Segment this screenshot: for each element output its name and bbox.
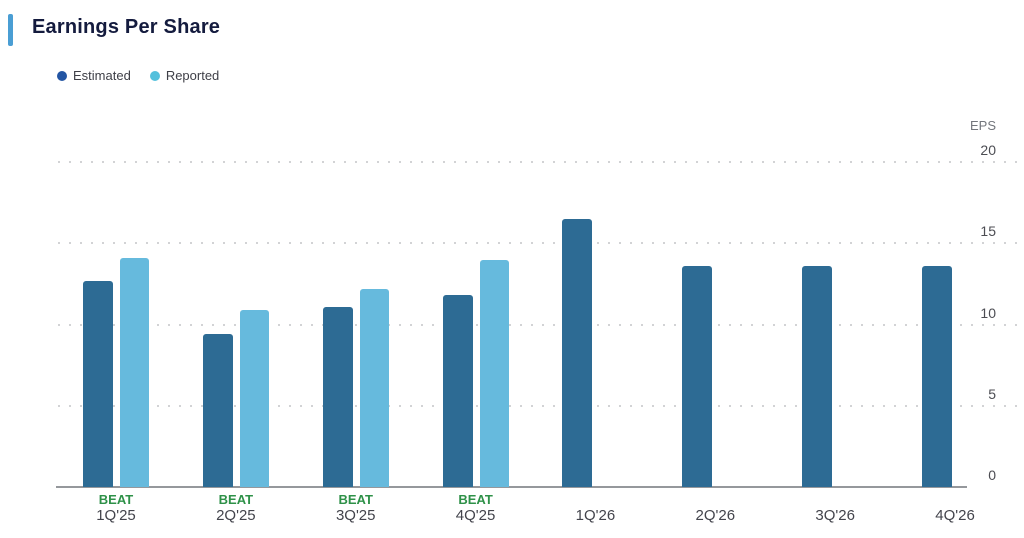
bar-estimated-2q26[interactable] (682, 266, 713, 487)
ytick-label-20: 20 (980, 142, 996, 158)
bar-estimated-3q25[interactable] (322, 306, 353, 487)
xtick-label-2q25: 2Q'25 (216, 507, 256, 524)
ytick-label-0: 0 (988, 467, 996, 483)
ytick-label-15: 15 (980, 223, 996, 240)
x-axis-line (56, 486, 967, 488)
bar-estimated-1q26[interactable] (562, 218, 593, 487)
legend-label-estimated: Estimated (73, 68, 131, 83)
gridline-5 (58, 404, 1018, 407)
title-accent-bar (8, 14, 13, 46)
xtick-label-3q26: 3Q'26 (815, 507, 855, 524)
legend-label-reported: Reported (165, 68, 220, 83)
bar-estimated-4q25[interactable] (442, 295, 473, 487)
xtick-label-1q25: 1Q'25 (96, 507, 136, 524)
beat-badge-1q25: BEAT (98, 492, 134, 507)
xtick-label-4q25: 4Q'25 (455, 507, 496, 524)
bar-estimated-2q25[interactable] (202, 334, 233, 487)
legend-item-reported[interactable]: Reported (149, 68, 220, 83)
estimated-dot-icon (57, 70, 67, 81)
beat-badge-3q25: BEAT (338, 492, 373, 507)
xtick-label-1q26: 1Q'26 (575, 507, 616, 524)
chart-title: Earnings Per Share (32, 16, 221, 38)
bar-estimated-4q26[interactable] (922, 266, 953, 487)
xtick-label-2q26: 2Q'26 (695, 507, 736, 524)
xtick-label-4q26: 4Q'26 (935, 507, 975, 524)
bar-reported-3q25[interactable] (359, 288, 389, 487)
bar-reported-2q25[interactable] (239, 309, 269, 487)
ytick-label-5: 5 (988, 385, 996, 402)
y-axis-title: EPS (969, 118, 996, 133)
beat-badge-4q25: BEAT (458, 492, 493, 507)
ytick-label-10: 10 (980, 304, 996, 321)
legend-item-estimated[interactable]: Estimated (57, 68, 131, 83)
gridline-20 (58, 161, 1018, 163)
bar-estimated-1q25[interactable] (83, 280, 113, 487)
bar-reported-4q25[interactable] (479, 259, 509, 487)
bar-reported-1q25[interactable] (120, 257, 149, 487)
gridline-10 (58, 323, 1018, 326)
bar-estimated-3q26[interactable] (802, 266, 833, 487)
xtick-label-3q25: 3Q'25 (335, 507, 376, 524)
gridline-15 (58, 242, 1018, 245)
reported-dot-icon (149, 70, 160, 81)
legend: Estimated Reported (57, 68, 219, 83)
beat-badge-2q25: BEAT (218, 492, 254, 507)
